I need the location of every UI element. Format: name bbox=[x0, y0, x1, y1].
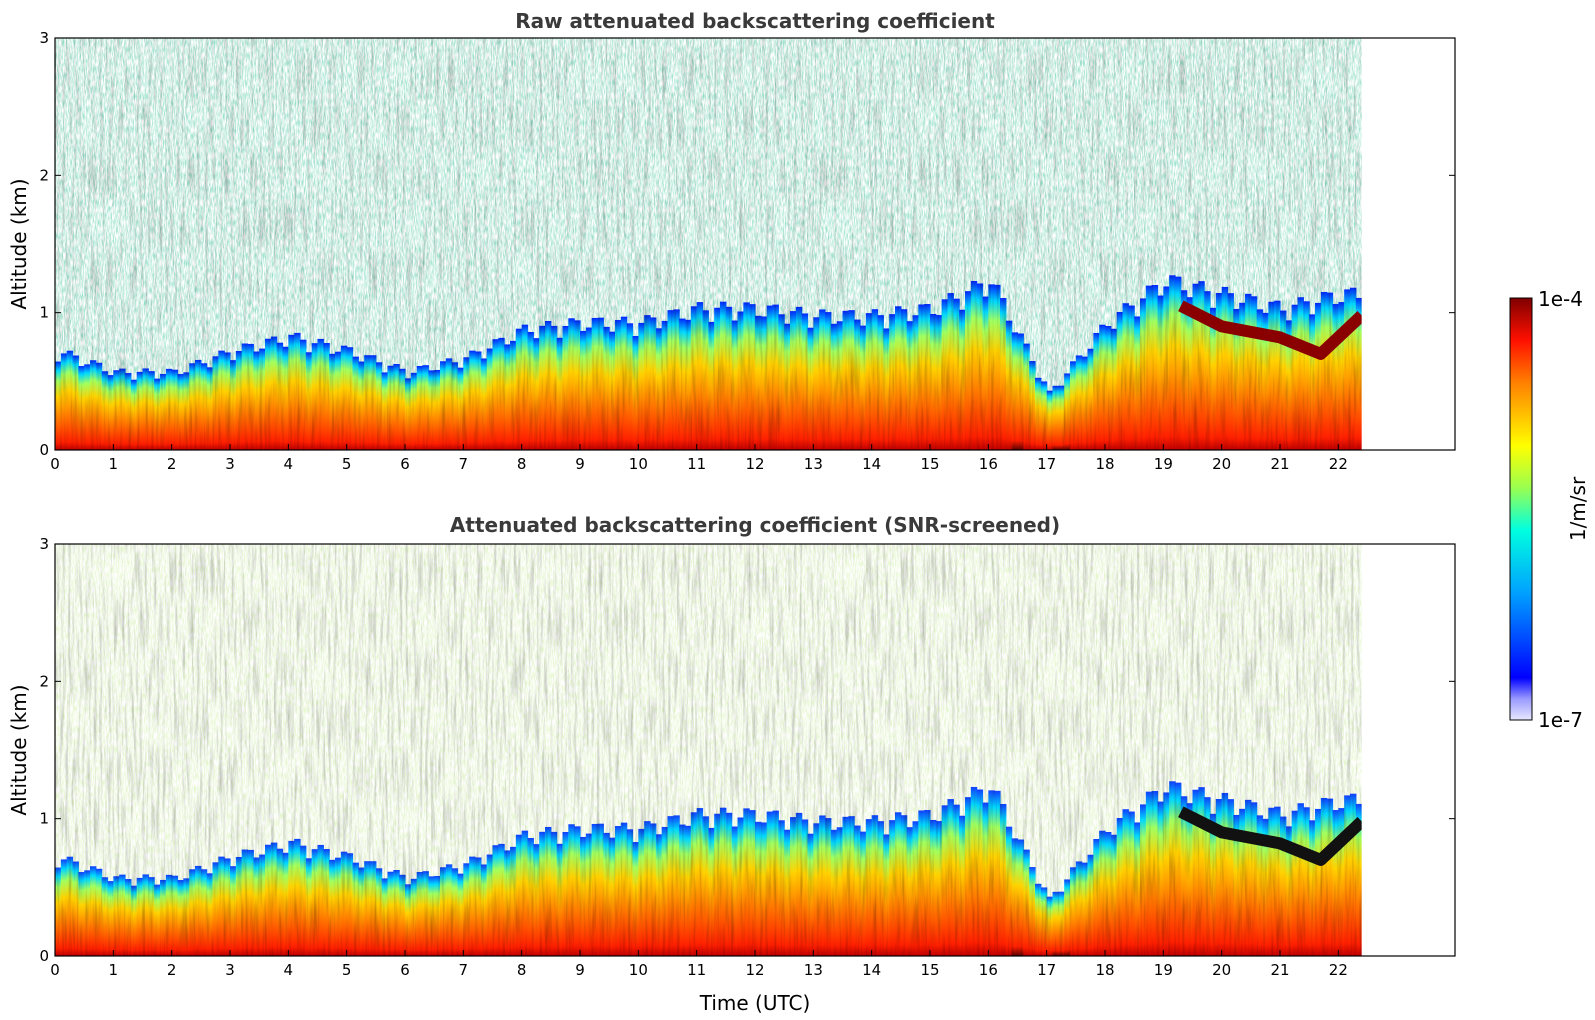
x-tick-label: 0 bbox=[50, 961, 60, 979]
x-tick-label: 18 bbox=[1095, 961, 1114, 979]
panel2-xlabel: Time (UTC) bbox=[699, 991, 811, 1015]
panel2-y-axis: 0 1 2 3 bbox=[39, 535, 1455, 965]
panel2-x-axis: 0 1 2 3 4 5 6 7 8 9 10 11 12 13 14 15 16 17 18 19 20 21 22 bbox=[50, 950, 1348, 979]
x-tick-label: 18 bbox=[1095, 455, 1114, 473]
x-tick-label: 2 bbox=[167, 961, 177, 979]
raw-backscatter-panel: Raw attenuated backscattering coefficien… bbox=[7, 9, 1456, 473]
colorbar-title: 1/m/sr bbox=[1566, 476, 1590, 541]
panel1-x-axis: 0 1 2 3 4 5 6 7 8 9 10 11 12 13 14 15 16 17 18 19 20 21 22 bbox=[50, 444, 1348, 473]
x-tick-label: 19 bbox=[1154, 455, 1173, 473]
x-tick-label: 2 bbox=[167, 455, 177, 473]
x-tick-label: 10 bbox=[629, 961, 648, 979]
y-tick-label: 0 bbox=[39, 947, 49, 965]
x-tick-label: 22 bbox=[1329, 961, 1348, 979]
y-tick-label: 2 bbox=[39, 672, 49, 690]
x-tick-label: 14 bbox=[862, 455, 881, 473]
y-tick-label: 0 bbox=[39, 441, 49, 459]
x-tick-label: 12 bbox=[745, 961, 764, 979]
x-tick-label: 7 bbox=[459, 455, 469, 473]
x-tick-label: 16 bbox=[979, 961, 998, 979]
panel2-title: Attenuated backscattering coefficient (S… bbox=[450, 513, 1060, 537]
panel1-ylabel: Altitude (km) bbox=[7, 178, 31, 309]
x-tick-label: 6 bbox=[400, 961, 410, 979]
x-tick-label: 13 bbox=[804, 455, 823, 473]
colorbar-min-label: 1e-7 bbox=[1538, 708, 1583, 732]
x-tick-label: 15 bbox=[920, 455, 939, 473]
cloud-band bbox=[1178, 300, 1366, 360]
x-tick-label: 4 bbox=[284, 961, 294, 979]
panel2-heatmap bbox=[55, 544, 1455, 956]
y-tick-label: 3 bbox=[39, 535, 49, 553]
y-tick-label: 1 bbox=[39, 304, 49, 322]
y-tick-label: 1 bbox=[39, 810, 49, 828]
x-tick-label: 9 bbox=[575, 455, 585, 473]
y-tick-label: 3 bbox=[39, 29, 49, 47]
x-tick-label: 14 bbox=[862, 961, 881, 979]
x-tick-label: 13 bbox=[804, 961, 823, 979]
x-tick-label: 1 bbox=[109, 455, 119, 473]
x-tick-label: 1 bbox=[109, 961, 119, 979]
panel2-cloud-layer bbox=[1178, 806, 1366, 866]
x-tick-label: 8 bbox=[517, 961, 527, 979]
snr-screened-panel: Attenuated backscattering coefficient (S… bbox=[7, 513, 1456, 1015]
panel1-streak-overlay bbox=[55, 38, 1365, 450]
cloud-band bbox=[1178, 806, 1366, 866]
x-tick-label: 12 bbox=[745, 455, 764, 473]
x-tick-label: 21 bbox=[1270, 455, 1289, 473]
x-tick-label: 10 bbox=[629, 455, 648, 473]
panel2-ylabel: Altitude (km) bbox=[7, 684, 31, 815]
colorbar-max-label: 1e-4 bbox=[1538, 287, 1583, 311]
panel1-y-axis: 0 1 2 3 bbox=[39, 29, 1455, 459]
x-tick-label: 9 bbox=[575, 961, 585, 979]
panel1-heatmap bbox=[55, 38, 1455, 450]
x-tick-label: 11 bbox=[687, 961, 706, 979]
x-tick-label: 3 bbox=[225, 961, 235, 979]
x-tick-label: 0 bbox=[50, 455, 60, 473]
x-tick-label: 19 bbox=[1154, 961, 1173, 979]
x-tick-label: 15 bbox=[920, 961, 939, 979]
x-tick-label: 20 bbox=[1212, 455, 1231, 473]
colorbar: 1e-4 1e-7 1/m/sr bbox=[1509, 287, 1590, 732]
x-tick-label: 17 bbox=[1037, 961, 1056, 979]
x-tick-label: 16 bbox=[979, 455, 998, 473]
x-tick-label: 7 bbox=[459, 961, 469, 979]
x-tick-label: 17 bbox=[1037, 455, 1056, 473]
no-data-region bbox=[1361, 544, 1455, 956]
panel2-streak-overlay bbox=[55, 544, 1365, 956]
no-data-region bbox=[1361, 38, 1455, 450]
y-tick-label: 2 bbox=[39, 166, 49, 184]
x-tick-label: 8 bbox=[517, 455, 527, 473]
x-tick-label: 3 bbox=[225, 455, 235, 473]
x-tick-label: 22 bbox=[1329, 455, 1348, 473]
x-tick-label: 5 bbox=[342, 455, 352, 473]
x-tick-label: 11 bbox=[687, 455, 706, 473]
panel1-title: Raw attenuated backscattering coefficien… bbox=[515, 9, 995, 33]
x-tick-label: 5 bbox=[342, 961, 352, 979]
x-tick-label: 4 bbox=[284, 455, 294, 473]
x-tick-label: 21 bbox=[1270, 961, 1289, 979]
x-tick-label: 6 bbox=[400, 455, 410, 473]
colorbar-gradient bbox=[1509, 297, 1533, 721]
panel1-cloud-layer bbox=[1178, 300, 1366, 360]
x-tick-label: 20 bbox=[1212, 961, 1231, 979]
